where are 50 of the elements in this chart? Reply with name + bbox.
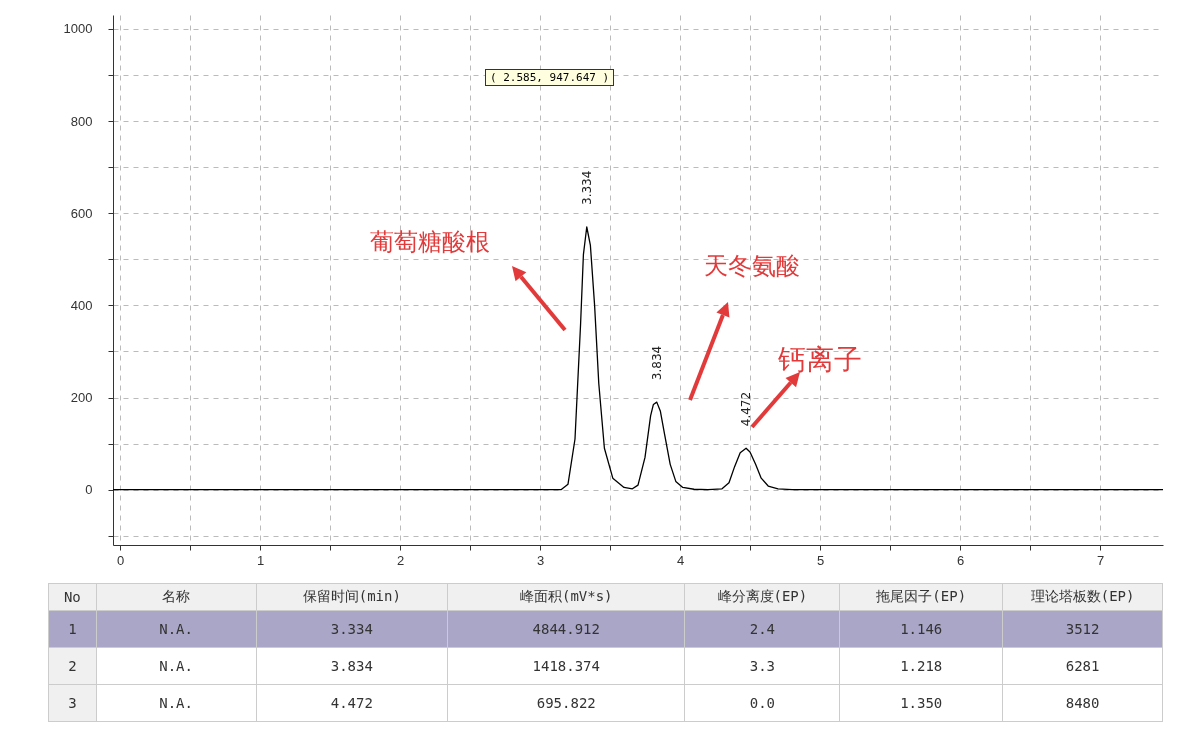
annotation: 3.334 xyxy=(579,170,594,205)
text: 保留时间(min) xyxy=(256,583,448,611)
x-tick-label: 6 xyxy=(956,552,965,568)
text: 1.350 xyxy=(839,684,1003,722)
text: 拖尾因子(EP) xyxy=(839,583,1003,611)
text: 4844.912 xyxy=(447,610,685,648)
line-series xyxy=(113,226,1163,491)
x-tick-label: 0 xyxy=(116,552,125,568)
text: 1.218 xyxy=(839,647,1003,685)
text: 3.334 xyxy=(256,610,448,648)
x-tick-label: 1 xyxy=(256,552,265,568)
y-tick-label: 0 xyxy=(85,482,93,498)
annotation: 天冬氨酸 xyxy=(704,251,800,282)
y-tick-label: 400 xyxy=(70,297,93,313)
x-tick-label: 3 xyxy=(536,552,545,568)
annotation: 钙离子 xyxy=(778,342,862,378)
annotation: 3.834 xyxy=(649,345,664,381)
y-tick-label: 800 xyxy=(70,113,93,129)
text: 3512 xyxy=(1002,610,1163,648)
text: 6281 xyxy=(1002,647,1163,685)
text: 1.146 xyxy=(839,610,1003,648)
text: 理论塔板数(EP) xyxy=(1002,583,1163,611)
text: 峰分离度(EP) xyxy=(684,583,840,611)
text: 名称 xyxy=(96,583,256,611)
text: N.A. xyxy=(96,610,256,648)
text: 3 xyxy=(48,684,97,722)
text: 3.3 xyxy=(684,647,840,685)
y-tick-label: 200 xyxy=(70,390,93,406)
text: 695.822 xyxy=(447,684,685,722)
text: 8480 xyxy=(1002,684,1163,722)
text: 2.4 xyxy=(684,610,840,648)
x-tick-label: 5 xyxy=(816,552,825,568)
text: 2 xyxy=(48,647,97,685)
x-tick-label: 4 xyxy=(676,552,685,568)
y-tick-label: 600 xyxy=(70,205,93,221)
text: 1 xyxy=(48,610,97,648)
annotation: 4.472 xyxy=(739,391,754,427)
text: N.A. xyxy=(96,647,256,685)
x-tick-label: 2 xyxy=(396,552,405,568)
text: 1418.374 xyxy=(447,647,685,685)
text: 3.834 xyxy=(256,647,448,685)
text: 峰面积(mV*s) xyxy=(447,583,685,611)
text: 4.472 xyxy=(256,684,448,722)
annotation: 葡萄糖酸根 xyxy=(370,227,490,258)
text: N.A. xyxy=(96,684,256,722)
text: 0.0 xyxy=(684,684,840,722)
text: No xyxy=(48,583,97,611)
y-tick-label: 1000 xyxy=(63,21,93,37)
annotation: ( 2.585, 947.647 ) xyxy=(485,69,615,86)
x-tick-label: 7 xyxy=(1096,552,1105,568)
